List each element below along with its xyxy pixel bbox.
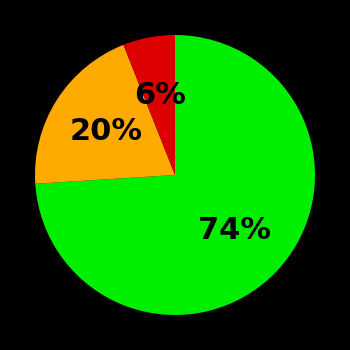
Text: 74%: 74% bbox=[198, 216, 271, 245]
Wedge shape bbox=[35, 35, 315, 315]
Text: 6%: 6% bbox=[134, 81, 186, 110]
Wedge shape bbox=[124, 35, 175, 175]
Text: 20%: 20% bbox=[70, 117, 143, 146]
Wedge shape bbox=[35, 45, 175, 184]
